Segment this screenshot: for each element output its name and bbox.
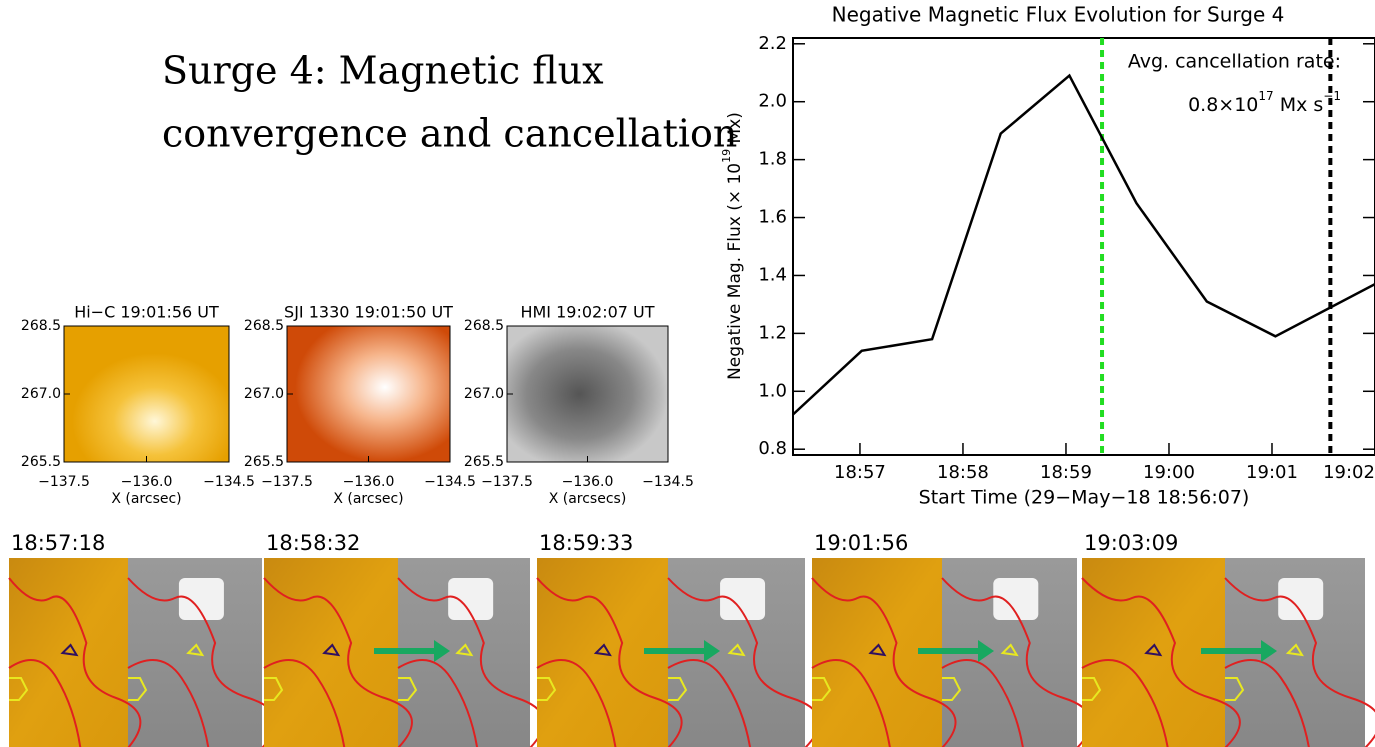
contour-positive: [668, 677, 688, 701]
image: [286, 325, 451, 463]
panel-x-label: X (arcsecs): [549, 491, 627, 507]
contour: [8, 577, 142, 747]
panel-x-label: X (arcsec): [111, 491, 181, 507]
contour-negative: [455, 643, 474, 657]
contour-positive: [398, 677, 418, 701]
panel-x-tick-label: −136.0: [121, 474, 173, 490]
arrow-head: [1261, 640, 1277, 662]
x-tick-label: 18:59: [1040, 462, 1092, 483]
contour-positive: [128, 677, 148, 701]
figure-title-line: convergence and cancellation: [162, 112, 737, 156]
annotation-part: Mx s: [1274, 94, 1324, 116]
arrow-head: [704, 640, 720, 662]
y-tick-label: 1.0: [758, 380, 787, 401]
contour: [536, 577, 683, 747]
contour-negative: [186, 643, 205, 657]
y-axis-label-part: 19: [720, 149, 733, 163]
contour: [1081, 577, 1241, 747]
y-tick-label: 1.6: [758, 207, 787, 228]
x-tick-label: 19:01: [1246, 462, 1298, 483]
y-tick-label: 1.4: [758, 264, 787, 285]
x-tick-label: 18:58: [937, 462, 989, 483]
frame-time: 19:01:56: [814, 531, 908, 555]
plot-frame: [792, 37, 1375, 456]
contour-negative: [593, 643, 612, 657]
frame-time: 18:59:33: [539, 531, 633, 555]
y-tick-label: 1.2: [758, 322, 787, 343]
panel-y-tick-label: 265.5: [464, 454, 504, 470]
contour-positive: [9, 677, 29, 701]
x-tick-label: 18:57: [834, 462, 886, 483]
annotation: Avg. cancellation rate:: [1128, 51, 1341, 73]
panel-y-tick-label: 268.5: [244, 318, 284, 334]
hmi-bright-patch: [720, 578, 766, 620]
panel-x-label: X (arcsec): [333, 491, 403, 507]
contour-positive: [537, 677, 557, 701]
y-axis-label: Negative Mag. Flux (× 1019 Mx): [720, 112, 745, 380]
contour-negative: [322, 643, 341, 657]
annotation-part: 0.8×10: [1188, 94, 1258, 116]
contour-negative: [868, 643, 887, 657]
y-tick-label: 2.2: [758, 33, 787, 54]
frame-time: 18:58:32: [266, 531, 360, 555]
image: [506, 325, 669, 463]
x-axis-label: Start Time (29−May−18 18:56:07): [919, 487, 1250, 509]
hmi-bright-patch: [993, 578, 1039, 620]
contour-negative: [1000, 643, 1019, 657]
panel-y-tick-label: 268.5: [21, 318, 61, 334]
contour-negative: [727, 643, 746, 657]
annotation: 0.8×1017 Mx s−1: [1188, 89, 1341, 116]
y-tick-label: 2.0: [758, 91, 787, 112]
panel-x-tick-label: −134.5: [203, 474, 255, 490]
hmi-bright-patch: [448, 578, 494, 620]
panel-y-tick-label: 267.0: [464, 386, 504, 402]
hmi-bright-patch: [1278, 578, 1324, 620]
y-tick-label: 0.8: [758, 438, 787, 459]
x-tick-label: 19:02: [1323, 462, 1375, 483]
panel-y-tick-label: 268.5: [464, 318, 504, 334]
panel-x-tick-label: −137.5: [38, 474, 90, 490]
annotation-part: −1: [1323, 89, 1341, 103]
contour-positive: [942, 677, 962, 701]
frame-time: 18:57:18: [11, 531, 105, 555]
panel-x-tick-label: −137.5: [261, 474, 313, 490]
panel-title: Hi−C 19:01:56 UT: [74, 303, 219, 322]
contour-positive: [264, 677, 284, 701]
contour: [811, 577, 957, 747]
contour-negative: [60, 643, 79, 657]
panel-y-tick-label: 267.0: [21, 386, 61, 402]
image: [63, 325, 230, 463]
panel-title: SJI 1330 19:01:50 UT: [284, 303, 453, 322]
panel-title: HMI 19:02:07 UT: [520, 303, 654, 322]
panel-y-tick-label: 267.0: [244, 386, 284, 402]
contour-positive: [1082, 677, 1102, 701]
frame-time: 19:03:09: [1084, 531, 1178, 555]
panel-x-tick-label: −134.5: [424, 474, 476, 490]
aia-image: [9, 558, 128, 747]
panel-x-tick-label: −137.5: [481, 474, 533, 490]
panel-y-tick-label: 265.5: [21, 454, 61, 470]
contour-positive: [1225, 677, 1245, 701]
annotation-part: 17: [1258, 89, 1273, 103]
chart-title: Negative Magnetic Flux Evolution for Sur…: [832, 3, 1285, 27]
y-tick-label: 1.8: [758, 149, 787, 170]
contour-negative: [1285, 643, 1304, 657]
y-axis-label-part: Negative Mag. Flux (× 10: [725, 163, 745, 380]
contour-negative: [1144, 643, 1163, 657]
figure-title-line: Surge 4: Magnetic flux: [162, 49, 604, 93]
contour-positive: [812, 677, 832, 701]
arrow-head: [978, 640, 994, 662]
data-line: [792, 73, 1375, 416]
panel-x-tick-label: −136.0: [562, 474, 614, 490]
y-axis-label-part: Mx): [725, 112, 745, 149]
panel-x-tick-label: −136.0: [343, 474, 395, 490]
x-tick-label: 19:00: [1143, 462, 1195, 483]
panel-y-tick-label: 265.5: [244, 454, 284, 470]
contour: [263, 577, 413, 747]
hmi-bright-patch: [178, 578, 224, 620]
panel-x-tick-label: −134.5: [642, 474, 694, 490]
arrow-head: [434, 640, 450, 662]
